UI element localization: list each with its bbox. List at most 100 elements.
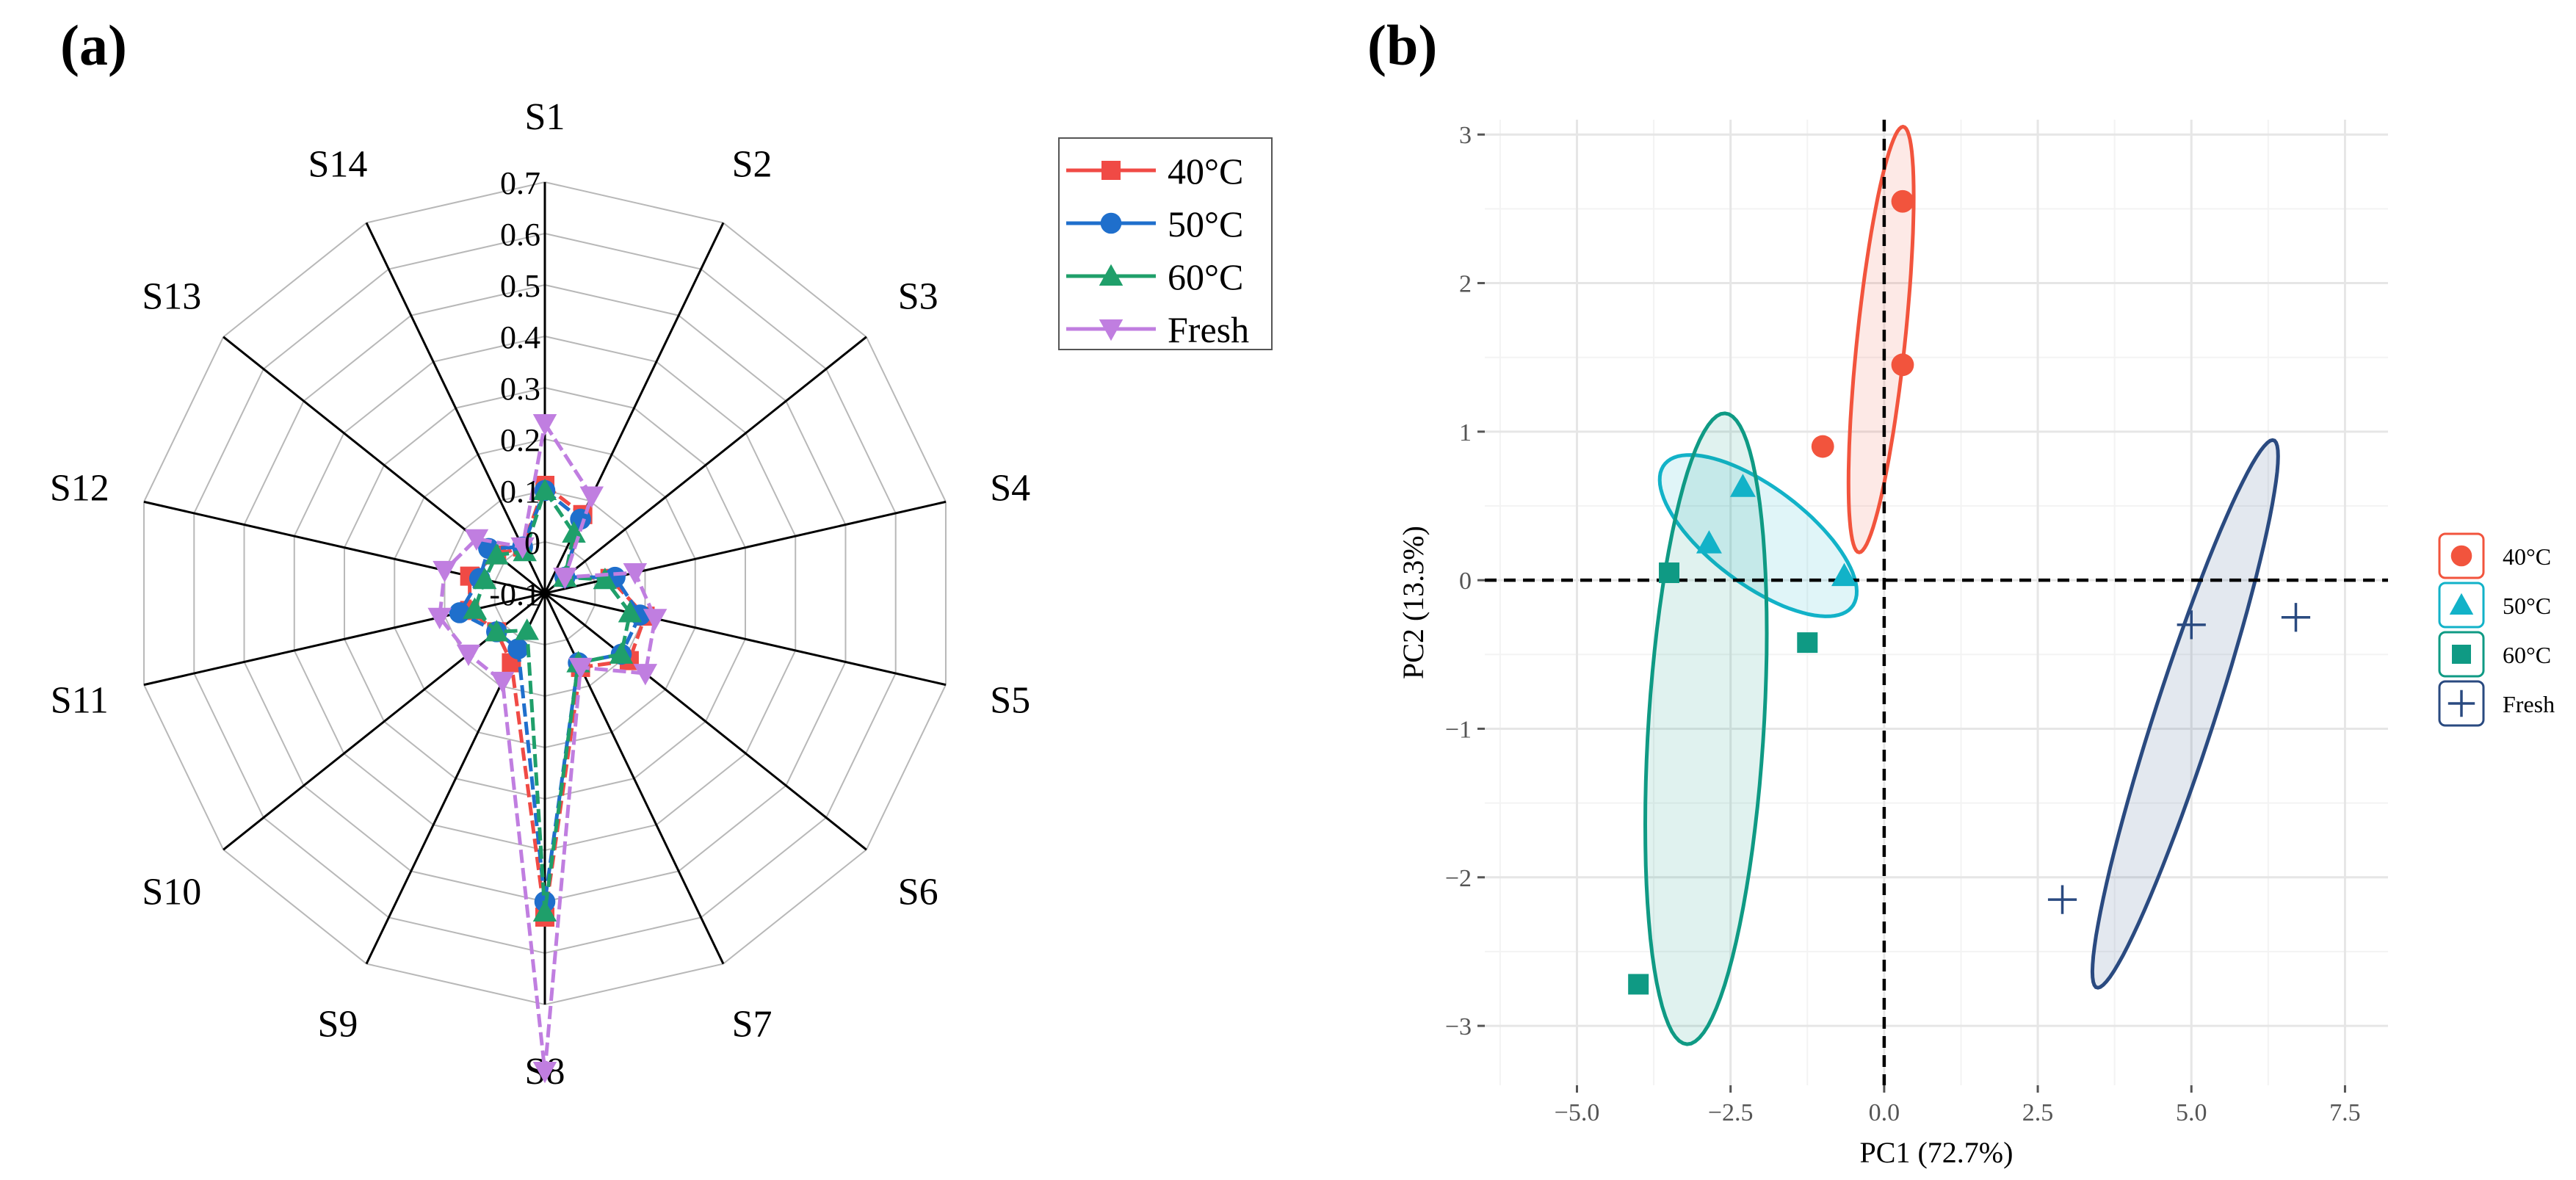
- legend-marker: [1100, 212, 1122, 234]
- radar-spoke: [544, 336, 867, 595]
- pca-point: [2047, 885, 2077, 914]
- pca-y-tick-label: 3: [1459, 122, 1472, 149]
- radar-point: [579, 486, 604, 508]
- radar-axis-label: S11: [51, 680, 109, 722]
- radar-axis-label: S14: [308, 143, 368, 185]
- pca-y-tick-label: −3: [1445, 1013, 1472, 1040]
- radar-spoke: [365, 222, 546, 594]
- radar-point: [568, 657, 593, 680]
- pca-x-tick-label: 7.5: [2329, 1099, 2361, 1126]
- radar-tick-label: 0.4: [500, 319, 540, 355]
- pca-score-plot: −5.0 −2.5 0.0 2.5 5.0 7.5 −3 −2 −1 0 1 2 3 PC1 (72.7%…: [1397, 120, 2555, 1169]
- radar-tick-label: 0.5: [500, 268, 540, 304]
- pca-point: [1891, 189, 1914, 213]
- radar-tick-label: 0.3: [500, 371, 540, 407]
- pca-y-tick-label: 0: [1459, 568, 1472, 595]
- legend-label: Fresh: [1168, 309, 1249, 350]
- radar-axis-label: S12: [50, 467, 109, 509]
- radar-axis-label: S9: [318, 1004, 358, 1046]
- pca-point: [1696, 530, 1722, 554]
- pca-point: [1891, 353, 1914, 377]
- radar-axis-label: S1: [525, 96, 565, 138]
- radar-point: [472, 568, 497, 590]
- radar-axis-label: S7: [732, 1004, 773, 1046]
- radar-axis-label: S10: [142, 871, 201, 913]
- pca-x-tick-label: −5.0: [1555, 1099, 1600, 1126]
- pca-legend-label: 50°C: [2503, 593, 2551, 619]
- pca-point: [1831, 562, 1857, 587]
- pca-y-tick-label: 1: [1459, 419, 1472, 446]
- radar-point: [491, 671, 515, 694]
- legend-label: 50°C: [1168, 203, 1243, 245]
- radar-point: [463, 597, 487, 619]
- pca-confidence-ellipse: [1657, 453, 1859, 618]
- pca-legend-label: Fresh: [2503, 691, 2555, 717]
- radar-spoke: [544, 592, 867, 851]
- pca-x-tick-label: −2.5: [1708, 1099, 1754, 1126]
- radar-point: [553, 568, 577, 590]
- pca-legend-marker: [2450, 545, 2472, 567]
- radar-point: [510, 537, 535, 560]
- pca-legend-marker: [2449, 593, 2474, 615]
- pca-legend-marker: [2452, 645, 2471, 664]
- radar-axis-label: S2: [732, 143, 773, 185]
- legend-marker: [1099, 264, 1124, 286]
- radar-chart: S1S2S3S4S5S6S7S8S9S10S11S12S13S14-0.100.…: [50, 96, 1273, 1093]
- pca-x-axis-label: PC1 (72.7%): [1860, 1136, 2014, 1169]
- radar-spoke: [544, 592, 947, 687]
- radar-point: [532, 414, 557, 436]
- radar-tick-label: 0.2: [500, 422, 540, 458]
- pca-legend-label: 40°C: [2503, 543, 2551, 570]
- radar-point: [609, 642, 634, 664]
- radar-axis-label: S6: [898, 871, 938, 913]
- radar-point: [427, 607, 452, 629]
- pca-point: [1729, 474, 1756, 497]
- pca-y-tick-label: −2: [1445, 865, 1472, 892]
- pca-confidence-ellipse: [1846, 124, 1916, 554]
- radar-point: [464, 529, 489, 551]
- pca-point: [1797, 632, 1818, 654]
- radar-tick-label: 0: [524, 525, 540, 561]
- radar-point: [433, 560, 457, 583]
- radar-point: [507, 638, 529, 659]
- radar-point: [633, 664, 658, 686]
- pca-confidence-ellipse: [2090, 438, 2280, 990]
- pca-legend-marker: [2447, 689, 2475, 717]
- radar-axis-label: S13: [142, 276, 201, 318]
- pca-x-tick-label: 2.5: [2022, 1099, 2054, 1126]
- radar-point: [623, 562, 648, 585]
- radar-axis-label: S4: [990, 467, 1030, 509]
- radar-tick-label: 0.7: [500, 165, 540, 201]
- pca-x-tick-label: 0.0: [1869, 1099, 1900, 1126]
- pca-point: [1628, 974, 1649, 995]
- radar-tick-label: 0.1: [500, 474, 540, 510]
- pca-x-tick-label: 5.0: [2176, 1099, 2207, 1126]
- radar-point: [643, 609, 667, 631]
- radar-point: [485, 620, 509, 642]
- legend-marker: [1101, 161, 1121, 180]
- panel-label-a: (a): [60, 13, 127, 77]
- radar-tick-label: 0.6: [500, 217, 540, 253]
- radar-point: [532, 900, 557, 922]
- radar-tick-label: -0.1: [489, 576, 540, 612]
- pca-point: [2281, 603, 2311, 632]
- radar-point: [456, 644, 481, 667]
- radar-point: [485, 543, 509, 565]
- pca-point: [1811, 435, 1834, 458]
- radar-point: [532, 1062, 557, 1084]
- radar-legend-box: [1058, 137, 1273, 350]
- legend-label: 60°C: [1168, 256, 1243, 297]
- pca-point: [1659, 562, 1680, 584]
- legend-marker: [1099, 319, 1124, 341]
- pca-y-tick-label: 2: [1459, 271, 1472, 298]
- radar-axis-label: S5: [990, 680, 1030, 722]
- radar-axis-label: S3: [898, 276, 938, 318]
- pca-point: [2177, 610, 2206, 640]
- pca-confidence-ellipse: [1643, 411, 1769, 1046]
- pca-legend-label: 60°C: [2503, 642, 2551, 668]
- pca-y-axis-label: PC2 (13.3%): [1397, 526, 1430, 679]
- radar-point: [618, 601, 643, 623]
- legend-label: 40°C: [1168, 151, 1243, 192]
- radar-point: [532, 478, 557, 500]
